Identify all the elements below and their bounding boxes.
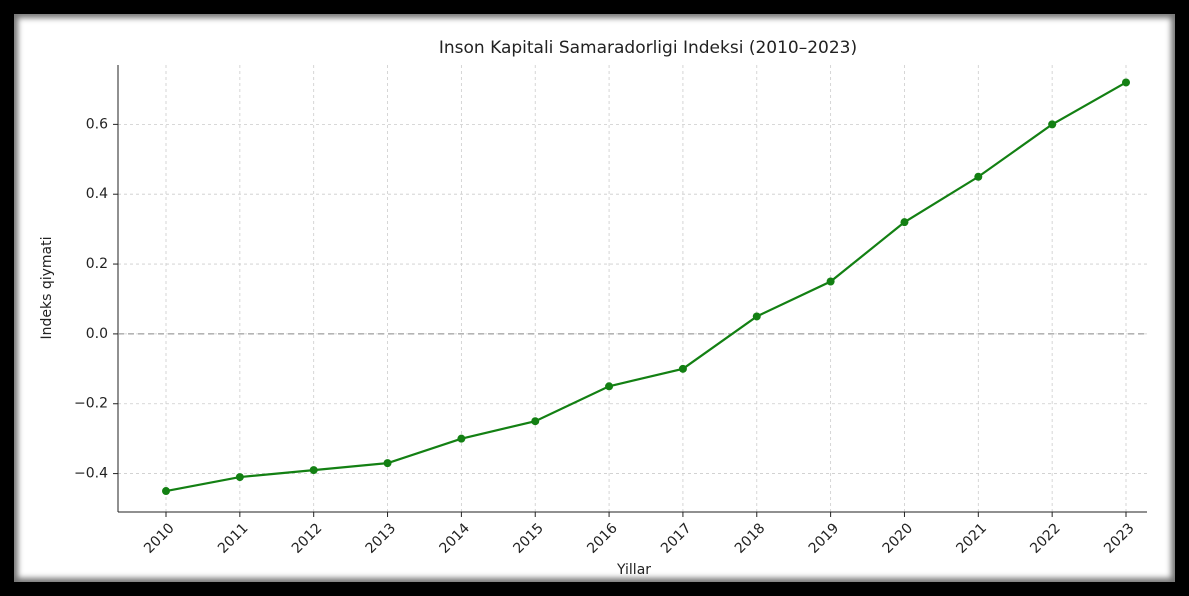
x-tick-label: 2015 <box>510 520 547 557</box>
marker <box>309 466 318 475</box>
x-axis-label: Yillar <box>616 562 651 578</box>
y-tick-label: 0.4 <box>86 186 108 202</box>
y-tick-label: −0.4 <box>74 466 108 482</box>
line <box>165 81 1127 493</box>
panel <box>14 14 1175 582</box>
x-tick-label: 2020 <box>880 520 917 557</box>
marker <box>752 312 761 321</box>
x-tick-label: 2014 <box>437 520 474 557</box>
x-tick-label: 2012 <box>289 520 326 557</box>
marker <box>826 277 835 286</box>
marker <box>900 218 909 227</box>
marker <box>678 364 687 373</box>
y-tick-label: 0.0 <box>86 326 108 342</box>
x-tick-label: 2010 <box>141 520 178 557</box>
marker <box>383 459 392 468</box>
marker <box>457 434 466 443</box>
x-tick-label: 2022 <box>1027 520 1064 557</box>
marker <box>605 382 614 391</box>
marker <box>1048 120 1057 129</box>
x-tick-label: 2016 <box>584 520 621 557</box>
y-tick-label: −0.2 <box>74 396 108 412</box>
y-tick-label: 0.2 <box>86 256 108 272</box>
marker <box>162 487 170 496</box>
chart-title: Inson Kapitali Samaradorligi Indeksi (20… <box>439 38 857 58</box>
marker <box>974 172 983 181</box>
x-tick-label: 2011 <box>215 520 252 557</box>
marker <box>1122 78 1130 87</box>
y-axis-label: Indeks qiymati <box>39 236 55 339</box>
x-tick-label: 2019 <box>806 520 843 557</box>
x-tick-label: 2023 <box>1101 520 1138 557</box>
x-tick-label: 2018 <box>732 520 769 557</box>
x-tick-label: 2017 <box>658 520 695 557</box>
marker <box>235 473 244 482</box>
y-tick-label: 0.6 <box>86 116 108 132</box>
marker <box>531 417 540 426</box>
x-tick-label: 2021 <box>953 520 990 557</box>
x-tick-label: 2013 <box>363 520 400 557</box>
